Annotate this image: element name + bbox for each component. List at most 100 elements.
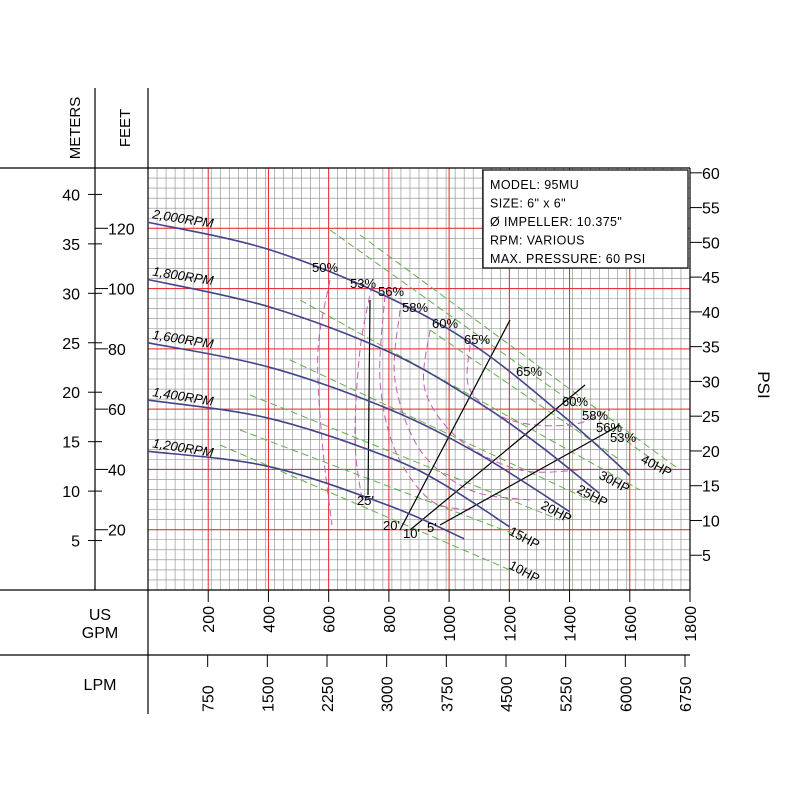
lpm-tick-label: 4500 <box>499 676 516 712</box>
hp-label: 10HP <box>507 557 543 586</box>
info-line: RPM: VARIOUS <box>490 234 585 248</box>
hp-line <box>299 299 641 491</box>
feet-tick-label: 20 <box>108 523 126 540</box>
efficiency-label: 53% <box>610 430 636 445</box>
gpm-tick-label: 600 <box>322 606 339 633</box>
meters-tick-label: 35 <box>62 237 80 254</box>
gpm-tick-label: 1400 <box>563 606 580 642</box>
psi-tick-label: 35 <box>702 340 720 357</box>
hp-line <box>219 444 511 571</box>
npshr-label: 20' <box>383 518 400 533</box>
info-box: MODEL: 95MU SIZE: 6" x 6" Ø IMPELLER: 10.3… <box>482 169 689 269</box>
gpm-tick-label: 800 <box>382 606 399 633</box>
psi-tick-label: 50 <box>702 235 720 252</box>
efficiency-label: 58% <box>582 408 608 423</box>
curves <box>147 221 681 571</box>
meters-tick-label: 15 <box>62 435 80 452</box>
lpm-tick-label: 2250 <box>320 676 337 712</box>
lpm-tick-label: 6750 <box>678 676 695 712</box>
psi-tick-label: 60 <box>702 166 720 183</box>
psi-tick-label: 55 <box>702 201 720 218</box>
info-line: MODEL: 95MU <box>490 178 579 192</box>
feet-tick-label: 60 <box>108 402 126 419</box>
feet-tick-label: 40 <box>108 462 126 479</box>
psi-tick-label: 20 <box>702 444 720 461</box>
meters-tick-label: 5 <box>71 534 80 551</box>
rpm-curve <box>147 450 465 540</box>
efficiency-curve <box>354 284 373 501</box>
meters-tick-label: 25 <box>62 336 80 353</box>
efficiency-label: 60% <box>562 394 588 409</box>
meters-tick-label: 10 <box>62 484 80 501</box>
psi-tick-label: 5 <box>702 548 711 565</box>
meters-tick-label: 30 <box>62 286 80 303</box>
lpm-tick-label: 6000 <box>618 676 635 712</box>
efficiency-curve <box>466 344 611 427</box>
lpm-tick-label: 3750 <box>439 676 456 712</box>
npshr-line <box>367 299 371 496</box>
lpm-axis-label: LPM <box>84 677 117 694</box>
gpm-axis-label-2: GPM <box>82 625 118 642</box>
psi-tick-label: 25 <box>702 409 720 426</box>
rpm-curve <box>147 342 570 513</box>
efficiency-curve <box>317 279 333 526</box>
hp-label: 25HP <box>575 481 611 510</box>
efficiency-curve <box>379 294 471 511</box>
npshr-line <box>399 319 511 531</box>
info-box-frame <box>482 169 689 269</box>
hp-line <box>239 429 531 541</box>
hp-line <box>249 394 561 521</box>
feet-tick-label: 120 <box>108 221 135 238</box>
gpm-tick-label: 200 <box>201 606 218 633</box>
hp-line <box>289 359 601 506</box>
gpm-axis-label-1: US <box>89 607 111 624</box>
psi-tick-label: 10 <box>702 513 720 530</box>
rpm-curve-label: 1,800RPM <box>152 264 215 288</box>
efficiency-curve <box>393 309 531 501</box>
npshr-label: 10' <box>403 526 420 541</box>
lpm-tick-label: 3000 <box>380 676 397 712</box>
psi-tick-label: 40 <box>702 305 720 322</box>
efficiency-label: 50% <box>312 260 338 275</box>
gpm-tick-label: 1800 <box>683 606 700 642</box>
rpm-curve <box>147 278 601 495</box>
rpm-curve <box>147 221 631 477</box>
feet-tick-label: 80 <box>108 342 126 359</box>
npshr-label: 25' <box>357 493 374 508</box>
psi-tick-label: 45 <box>702 270 720 287</box>
chart-frame <box>0 88 702 714</box>
lpm-tick-label: 750 <box>201 685 218 712</box>
feet-axis-label: FEET <box>117 109 134 147</box>
rpm-curve-label: 1,600RPM <box>152 327 215 351</box>
hp-label: 15HP <box>507 523 543 552</box>
efficiency-label: 60% <box>432 316 458 331</box>
info-line: MAX. PRESSURE: 60 PSI <box>490 252 646 266</box>
efficiency-label: 65% <box>516 364 542 379</box>
lpm-tick-label: 5250 <box>559 676 576 712</box>
gpm-tick-label: 1200 <box>502 606 519 642</box>
npshr-label: 5' <box>427 520 437 535</box>
hp-label: 40HP <box>639 451 675 480</box>
meters-axis-label: METERS <box>67 97 84 160</box>
efficiency-label: 56% <box>378 284 404 299</box>
gpm-tick-label: 400 <box>261 606 278 633</box>
npshr-line <box>439 424 621 526</box>
psi-axis-label: PSI <box>754 371 773 398</box>
gpm-tick-label: 1000 <box>442 606 459 642</box>
efficiency-label: 53% <box>350 276 376 291</box>
feet-tick-label: 100 <box>108 282 135 299</box>
hp-label: 20HP <box>539 497 575 526</box>
info-line: SIZE: 6" x 6" <box>490 197 566 211</box>
psi-tick-label: 30 <box>702 374 720 391</box>
efficiency-label: 65% <box>464 332 490 347</box>
meters-tick-label: 20 <box>62 385 80 402</box>
rpm-curve <box>147 399 510 528</box>
lpm-tick-label: 1500 <box>260 676 277 712</box>
info-line: Ø IMPELLER: 10.375" <box>490 215 622 229</box>
meters-tick-label: 40 <box>62 187 80 204</box>
gpm-tick-label: 1600 <box>623 606 640 642</box>
rpm-curve-label: 2,000RPM <box>151 206 215 231</box>
